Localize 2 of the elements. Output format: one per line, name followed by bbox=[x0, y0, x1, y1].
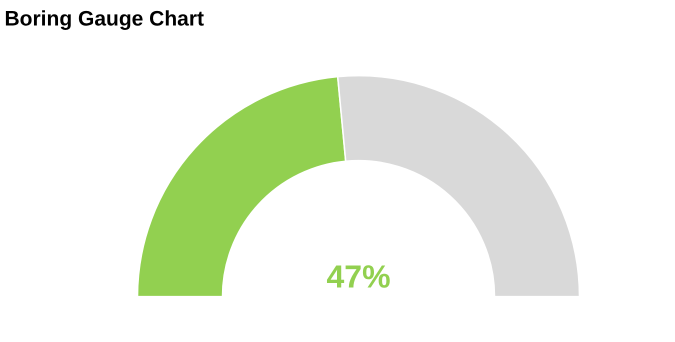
chart-title: Boring Gauge Chart bbox=[4, 8, 204, 30]
data-label: 47% bbox=[326, 258, 391, 295]
